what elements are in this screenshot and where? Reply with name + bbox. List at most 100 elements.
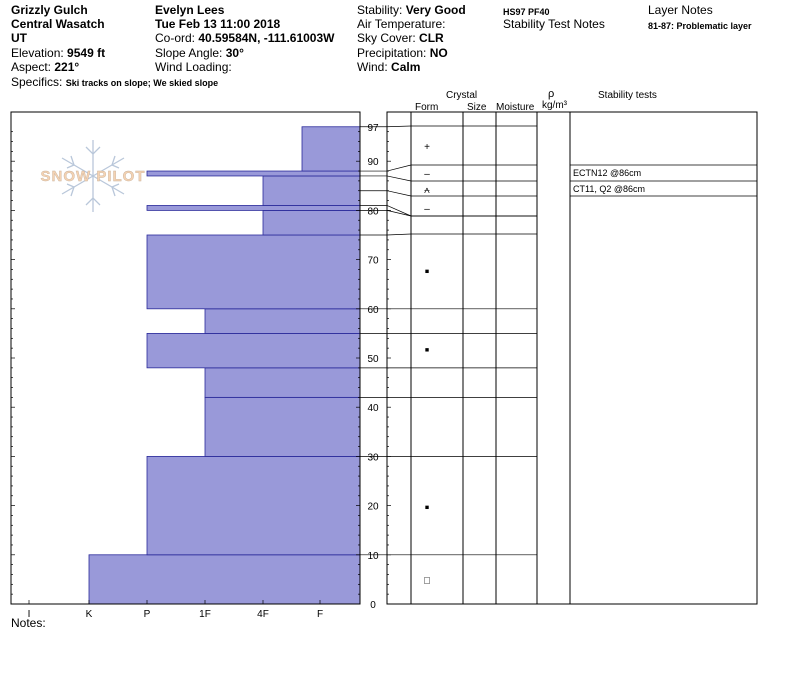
x-tick-label: P bbox=[144, 609, 151, 620]
aspect-label: Aspect: bbox=[11, 60, 52, 74]
layer-notes-heading: Layer Notes bbox=[648, 3, 713, 17]
x-tick-label: F bbox=[317, 609, 323, 620]
air-temp-label: Air Temperature: bbox=[357, 17, 446, 31]
aspect-value: 221° bbox=[54, 60, 80, 74]
sky-cover: Sky Cover: CLR bbox=[357, 31, 444, 45]
wind-loading-label: Wind Loading: bbox=[155, 60, 232, 74]
y-tick-label: 70 bbox=[367, 256, 379, 267]
hardness-bar bbox=[146, 205, 361, 211]
crystal-form-symbol: – bbox=[424, 204, 430, 215]
layer-connector-slant bbox=[386, 190, 412, 197]
crystal-form-symbol: ■ bbox=[425, 505, 429, 512]
coord-label: Co-ord: bbox=[155, 31, 196, 45]
crystal-form-symbol: ■ bbox=[425, 268, 429, 275]
elevation-value: 9549 ft bbox=[67, 46, 106, 60]
wind-value: Calm bbox=[391, 60, 421, 74]
watermark-text: SNOW PILOT bbox=[41, 168, 146, 185]
crystal-form-symbol: □ bbox=[424, 575, 430, 586]
specifics: Specifics: Ski tracks on slope; We skied… bbox=[11, 75, 218, 90]
y-tick-label: 30 bbox=[367, 452, 379, 463]
hardness-bar bbox=[301, 126, 361, 172]
layer-table-frame bbox=[386, 111, 758, 605]
crystal-form-symbol: ■ bbox=[425, 347, 429, 354]
layer-boundaries bbox=[360, 125, 537, 556]
aspect: Aspect: 221° bbox=[11, 60, 79, 74]
precip-label: Precipitation: bbox=[357, 46, 427, 60]
crystal-form-symbol: + bbox=[424, 142, 430, 153]
hardness-bar bbox=[204, 308, 361, 334]
observer-name: Evelyn Lees bbox=[155, 3, 225, 17]
wind-label: Wind: bbox=[357, 60, 388, 74]
hardness-bar bbox=[146, 234, 361, 310]
elevation: Elevation: 9549 ft bbox=[11, 46, 105, 60]
elevation-label: Elevation: bbox=[11, 46, 64, 60]
stability-label: Stability: bbox=[357, 3, 403, 17]
crystal-forms: + – ⩜ – ■ ■ ■ □ bbox=[424, 142, 430, 586]
layer-connector-slant bbox=[386, 233, 412, 236]
y-tick-label: 90 bbox=[367, 157, 379, 168]
layer-connector-slant bbox=[386, 205, 412, 217]
precipitation: Precipitation: NO bbox=[357, 46, 448, 60]
hardness-bar bbox=[204, 367, 361, 398]
layer-note: 81-87: Problematic layer bbox=[648, 21, 752, 31]
snowflake-icon bbox=[61, 140, 125, 212]
location-name: Grizzly Gulch bbox=[11, 3, 88, 17]
precip-value: NO bbox=[429, 46, 448, 60]
stability-value: Very Good bbox=[405, 3, 466, 17]
density-symbol: ρ bbox=[548, 88, 555, 100]
crystal-form-symbol: ⩜ bbox=[424, 185, 430, 196]
coordinates: Co-ord: 40.59584N, -111.61003W bbox=[155, 31, 334, 45]
stability-test-label: CT11, Q2 @86cm bbox=[573, 184, 645, 194]
notes-label: Notes: bbox=[11, 616, 46, 630]
x-tick-label: 1F bbox=[199, 609, 211, 620]
y-tick-label: 20 bbox=[367, 502, 379, 513]
density-unit: kg/m³ bbox=[542, 100, 567, 111]
observation-datetime: Tue Feb 13 11:00 2018 bbox=[155, 17, 281, 31]
y-tick-label: 80 bbox=[367, 206, 379, 217]
sky-value: CLR bbox=[419, 31, 444, 45]
stability-test-label: ECTN12 @86cm bbox=[573, 168, 641, 178]
specifics-label: Specifics: bbox=[11, 75, 63, 89]
y-tick-label: 50 bbox=[367, 354, 379, 365]
state-name: UT bbox=[11, 31, 27, 45]
hardness-bar bbox=[146, 455, 361, 556]
chart-frames bbox=[10, 111, 758, 605]
coord-value: 40.59584N, -111.61003W bbox=[198, 31, 335, 45]
moisture-heading: Moisture bbox=[496, 102, 535, 113]
hardness-bar bbox=[262, 175, 361, 206]
layer-connector-slant bbox=[386, 164, 412, 172]
hardness-bar bbox=[262, 209, 361, 236]
y-tick-label: 40 bbox=[367, 403, 379, 414]
y-tick-label: 10 bbox=[367, 551, 379, 562]
wind-loading: Wind Loading: bbox=[155, 60, 232, 74]
slope-value: 30° bbox=[225, 46, 244, 60]
hardness-bar bbox=[88, 554, 361, 605]
slope-label: Slope Angle: bbox=[155, 46, 223, 60]
stability-tests-heading: Stability tests bbox=[598, 90, 657, 101]
hardness-bar bbox=[204, 396, 361, 457]
y-tick-label: 0 bbox=[370, 600, 376, 611]
hardness-bar bbox=[146, 170, 361, 177]
layer-connector-slant bbox=[386, 175, 412, 182]
size-heading: Size bbox=[467, 102, 487, 113]
y-tick-label: 97 bbox=[367, 123, 379, 134]
hardness-bars bbox=[88, 126, 361, 605]
range-name: Central Wasatch bbox=[11, 17, 105, 31]
stability-test-rows: ECTN12 @86cm CT11, Q2 @86cm bbox=[570, 164, 757, 197]
stability: Stability: Very Good bbox=[357, 3, 466, 17]
crystal-heading: Crystal bbox=[446, 90, 478, 101]
hardness-bar bbox=[146, 332, 361, 369]
air-temperature: Air Temperature: bbox=[357, 17, 445, 31]
x-tick-label: K bbox=[86, 609, 93, 620]
hs-pf: HS97 PF40 bbox=[503, 7, 550, 17]
x-tick-label: I bbox=[28, 609, 31, 620]
sky-label: Sky Cover: bbox=[357, 31, 416, 45]
stability-test-notes-heading: Stability Test Notes bbox=[503, 17, 605, 31]
layer-connector-slant bbox=[386, 125, 412, 128]
form-heading: Form bbox=[415, 102, 439, 113]
y-tick-label: 60 bbox=[367, 305, 379, 316]
layer-connector-slant bbox=[386, 210, 412, 217]
slope-angle: Slope Angle: 30° bbox=[155, 46, 244, 60]
crystal-form-symbol: – bbox=[424, 169, 430, 180]
